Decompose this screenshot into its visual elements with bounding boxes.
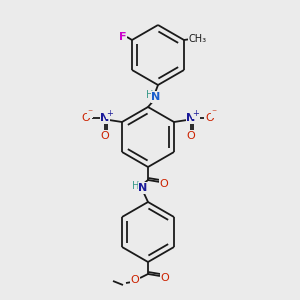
Text: O: O (82, 113, 90, 123)
Text: O: O (187, 131, 195, 141)
Text: N: N (138, 183, 148, 193)
Text: +: + (106, 110, 113, 118)
Text: N: N (152, 92, 160, 102)
Text: H: H (146, 90, 154, 100)
Text: CH₃: CH₃ (189, 34, 207, 44)
Text: H: H (132, 181, 140, 191)
Text: N: N (186, 113, 196, 123)
Text: ⁻: ⁻ (212, 108, 217, 118)
Text: O: O (160, 273, 169, 283)
Text: O: O (100, 131, 109, 141)
Text: F: F (119, 32, 127, 42)
Text: O: O (160, 179, 168, 189)
Text: +: + (193, 110, 200, 118)
Text: O: O (206, 113, 214, 123)
Text: ⁻: ⁻ (88, 108, 93, 118)
Text: N: N (100, 113, 109, 123)
Text: O: O (130, 275, 140, 285)
